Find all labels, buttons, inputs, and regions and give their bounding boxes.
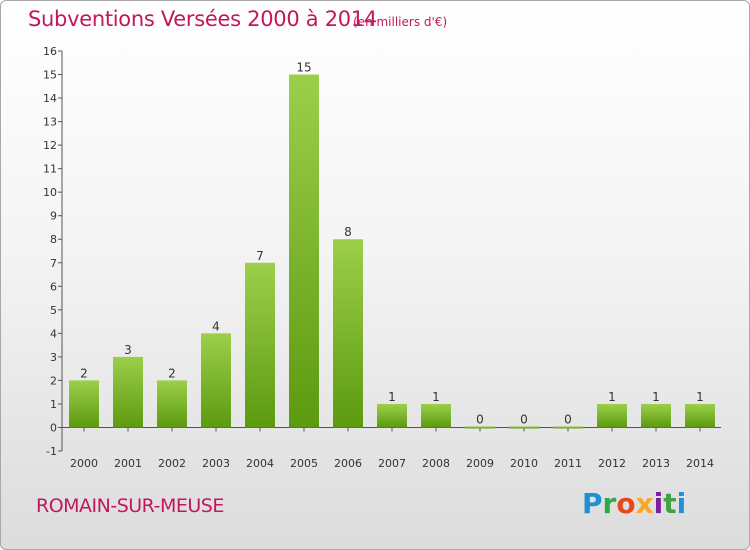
commune-name: ROMAIN-SUR-MEUSE [36,495,224,517]
y-tick-label: 4 [50,327,57,340]
data-label-2006: 8 [344,225,352,239]
chart-bars [69,74,715,429]
data-label-2009: 0 [476,412,484,426]
x-tick-label-2014: 2014 [686,457,714,470]
y-tick-label: 2 [50,374,57,387]
data-label-2011: 0 [564,412,572,426]
data-label-2002: 2 [168,366,176,380]
y-tick-label: 7 [50,257,57,270]
data-label-2013: 1 [652,390,660,404]
x-tick-label-2003: 2003 [202,457,230,470]
chart-title: Subventions Versées 2000 à 2014 [28,7,377,31]
y-tick-label: 15 [43,69,57,82]
y-tick-label: 14 [43,92,57,105]
bar-2014 [685,403,715,428]
bar-2010 [509,426,539,429]
data-label-2008: 1 [432,390,440,404]
bar-2008 [421,403,451,428]
x-tick-label-2012: 2012 [598,457,626,470]
x-tick-label-2010: 2010 [510,457,538,470]
x-tick-label-2009: 2009 [466,457,494,470]
bar-2005 [289,74,319,428]
y-tick-label: 5 [50,304,57,317]
y-tick-label: 3 [50,351,57,364]
y-tick-label: 6 [50,280,57,293]
data-label-2014: 1 [696,390,704,404]
x-tick-label-2004: 2004 [246,457,274,470]
bar-2009 [465,426,495,429]
bar-2012 [597,403,627,428]
x-tick-label-2013: 2013 [642,457,670,470]
y-tick-label: 9 [50,210,57,223]
y-tick-label: -1 [46,445,57,458]
bar-2006 [333,239,363,428]
data-label-2001: 3 [124,343,132,357]
x-tick-label-2008: 2008 [422,457,450,470]
bar-2007 [377,403,407,428]
x-tick-label-2007: 2007 [378,457,406,470]
x-tick-label-2000: 2000 [70,457,98,470]
y-tick-label: 11 [43,163,57,176]
data-label-2004: 7 [256,249,264,263]
y-tick-label: 0 [50,421,57,434]
y-tick-label: 12 [43,139,57,152]
bar-2001 [113,356,143,428]
bar-2011 [553,426,583,429]
chart-labels: 2 2000 3 2001 2 2002 4 2003 7 2004 15 2005 8 2006 1 200… [70,61,714,470]
bar-2013 [641,403,671,428]
bar-2004 [245,262,275,428]
x-tick-label-2001: 2001 [114,457,142,470]
y-tick-label: 16 [43,45,57,58]
data-label-2003: 4 [212,319,220,333]
bar-2003 [201,333,231,428]
data-label-2010: 0 [520,412,528,426]
y-tick-label: 10 [43,186,57,199]
x-tick-label-2002: 2002 [158,457,186,470]
bar-2000 [69,380,99,428]
y-tick-label: 13 [43,116,57,129]
y-tick-label: 8 [50,233,57,246]
data-label-2005: 15 [296,61,311,75]
data-label-2007: 1 [388,390,396,404]
y-tick-label: 1 [50,398,57,411]
chart-unit: (en milliers d'€) [353,15,448,29]
x-tick-label-2005: 2005 [290,457,318,470]
data-label-2000: 2 [80,366,88,380]
x-tick-label-2006: 2006 [334,457,362,470]
x-tick-label-2011: 2011 [554,457,582,470]
data-label-2012: 1 [608,390,616,404]
proxiti-logo[interactable]: Proxiti [582,487,687,520]
bar-2002 [157,380,187,428]
